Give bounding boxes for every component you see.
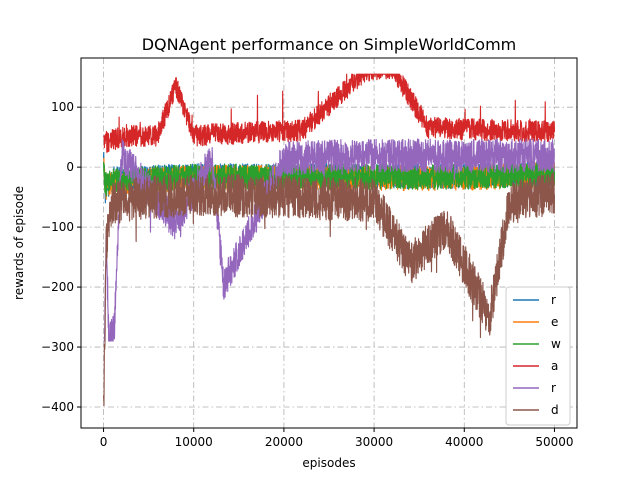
y-tick-label: −100: [41, 220, 74, 234]
x-tick-label: 30000: [355, 435, 393, 449]
x-tick-label: 0: [100, 435, 108, 449]
legend-label: a: [551, 359, 558, 373]
y-tick-label: −400: [41, 400, 74, 414]
series-line: [102, 172, 556, 407]
legend-label: r: [551, 381, 556, 395]
y-axis-label: rewards of episode: [12, 186, 26, 300]
y-tick-label: −300: [41, 340, 74, 354]
plot-frame: [80, 57, 578, 429]
y-tick-label: 100: [51, 100, 74, 114]
x-tick-label: 20000: [265, 435, 303, 449]
legend-label: r: [551, 293, 556, 307]
legend-label: w: [551, 337, 561, 351]
x-tick-label: 10000: [175, 435, 213, 449]
series-line: [102, 73, 556, 153]
plot-area: [80, 57, 578, 429]
legend: reward: [505, 286, 571, 426]
x-axis: 0 10000 20000 30000 40000 50000: [100, 428, 574, 449]
y-tick-label: −200: [41, 280, 74, 294]
x-tick-label: 40000: [445, 435, 483, 449]
x-tick-label: 50000: [535, 435, 573, 449]
series-lines: [102, 73, 556, 407]
legend-label: e: [551, 315, 558, 329]
y-axis: −400 −300 −200 −100 0 100: [41, 100, 81, 414]
y-tick-label: 0: [66, 160, 74, 174]
legend-label: d: [551, 403, 559, 417]
chart-title: DQNAgent performance on SimpleWorldComm: [142, 35, 517, 54]
x-axis-label: episodes: [302, 456, 355, 470]
legend-frame: [505, 286, 571, 426]
